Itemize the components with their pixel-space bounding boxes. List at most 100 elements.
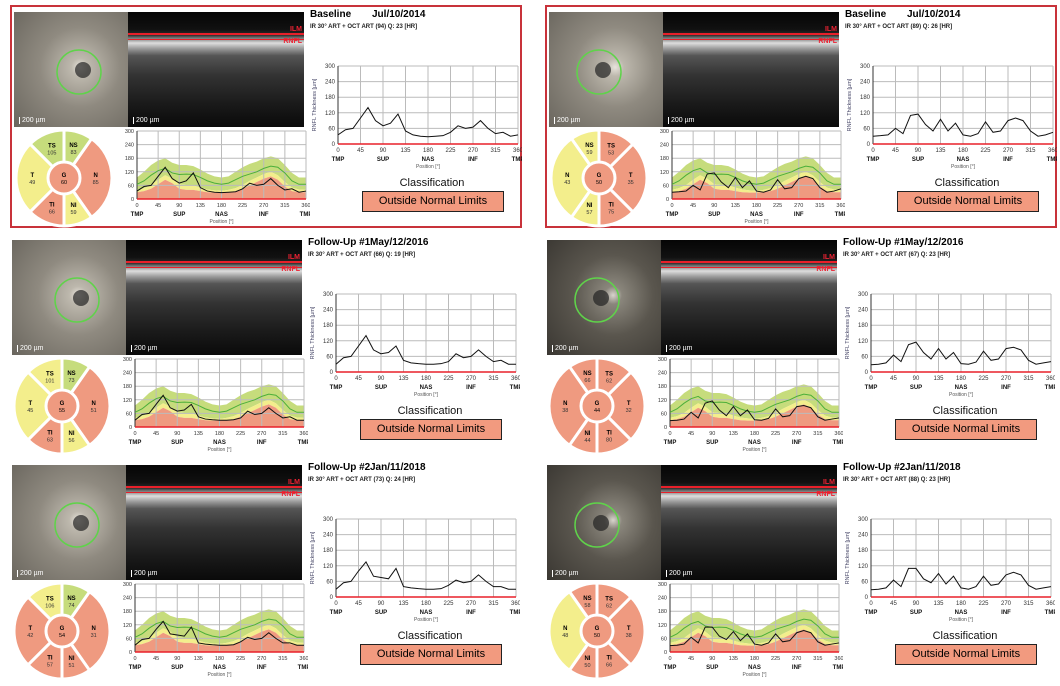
x-tick-label: 45 xyxy=(355,601,362,607)
tsnit-normative-chart: 0 45 90 135 180 225 270 315 360 0 60 120 180 240 300 TM… xyxy=(660,129,845,225)
x-tick-label: 0 xyxy=(133,656,136,662)
x-tick-label: 225 xyxy=(771,656,780,662)
x-tick-label: 315 xyxy=(488,601,499,607)
sector-value: 44 xyxy=(594,408,600,414)
sector-name: N xyxy=(92,626,96,632)
sector-value: 50 xyxy=(596,180,602,186)
exam-title: Baseline xyxy=(845,9,887,20)
y-tick-label: 120 xyxy=(325,111,336,117)
y-tick-label: 60 xyxy=(861,354,868,360)
sector-value: 56 xyxy=(68,438,74,444)
sector-value: 44 xyxy=(584,438,590,444)
region-label: NAS xyxy=(215,212,228,218)
sector-name: TS xyxy=(48,144,56,150)
x-tick-label: 180 xyxy=(421,601,432,607)
x-tick-label: 315 xyxy=(488,376,499,382)
scan-panel-5: 200 µm ILM RNFL 200 µm Follow-Up #2 Jan/11/20… xyxy=(10,460,522,682)
x-tick-label: 270 xyxy=(257,431,266,437)
sector-name: NS xyxy=(583,371,591,377)
x-tick-label: 180 xyxy=(750,431,759,437)
region-label: INF xyxy=(792,665,802,671)
region-label: NAS xyxy=(422,157,435,163)
y-axis-label: RNFL Thickness [µm] xyxy=(312,78,318,131)
y-tick-label: 120 xyxy=(660,170,669,176)
region-label: INF xyxy=(466,385,476,391)
x-tick-label: 180 xyxy=(215,656,224,662)
x-tick-label: 270 xyxy=(1001,376,1012,382)
x-tick-label: 45 xyxy=(890,601,897,607)
scan-circle xyxy=(54,277,100,323)
fundus-image: 200 µm xyxy=(547,465,661,580)
scan-info: IR 30° ART + OCT ART (94) Q: 23 [HR] xyxy=(310,24,418,30)
y-tick-label: 300 xyxy=(125,129,134,135)
y-tick-label: 0 xyxy=(666,197,669,203)
sector-name: NI xyxy=(584,431,590,437)
sector-name: N xyxy=(92,401,96,407)
y-tick-label: 180 xyxy=(123,609,132,615)
x-tick-label: 135 xyxy=(935,148,946,154)
scan-circle xyxy=(576,49,622,95)
x-tick-label: 45 xyxy=(357,148,364,154)
x-tick-label: 0 xyxy=(135,203,138,209)
scale-bar: 200 µm xyxy=(19,117,46,124)
rnfl-thickness-line xyxy=(669,626,840,647)
region-label: TMP xyxy=(664,440,677,446)
region-label: TMP xyxy=(666,212,679,218)
sector-name: T xyxy=(627,401,631,407)
sector-name: TI xyxy=(47,655,53,661)
y-tick-label: 0 xyxy=(664,425,667,431)
rnfl-thickness-chart: 0 45 90 135 180 225 270 315 360 0 60 120 180 240 300 TM… xyxy=(312,64,522,170)
x-tick-label: 270 xyxy=(792,656,801,662)
region-label: NAS xyxy=(213,440,226,446)
scale-bar: 200 µm xyxy=(17,570,44,577)
region-label: NAS xyxy=(957,157,970,163)
classification-label: Classification xyxy=(932,630,998,642)
region-label: SUP xyxy=(706,665,718,671)
region-label: NAS xyxy=(420,385,433,391)
region-label: TMP xyxy=(332,157,345,163)
sector-name: TS xyxy=(46,597,54,603)
rnfl-thickness-line xyxy=(870,567,1052,591)
x-tick-label: 225 xyxy=(443,376,454,382)
x-tick-label: 315 xyxy=(813,656,822,662)
y-tick-label: 120 xyxy=(323,339,334,345)
rnfl-label: RNFL xyxy=(816,266,835,273)
region-label: NAS xyxy=(748,665,761,671)
sector-g: G44 xyxy=(579,388,615,424)
plot-area: 0 45 90 135 180 225 270 315 360 0 60 120 180 240 300 TM… xyxy=(847,64,1057,170)
x-axis-label: Position [°] xyxy=(743,447,768,453)
x-tick-label: 0 xyxy=(133,431,136,437)
sector-t: T45 xyxy=(12,369,65,443)
region-label: NAS xyxy=(955,385,968,391)
sector-value: 57 xyxy=(586,210,592,216)
region-label: TMP xyxy=(300,212,310,218)
region-label: SUP xyxy=(910,385,922,391)
x-axis-label: Position [°] xyxy=(414,617,439,623)
rnfl-label: RNFL xyxy=(283,38,302,45)
x-tick-label: 45 xyxy=(153,656,159,662)
sector-value: 49 xyxy=(29,180,35,186)
tsnit-normative-chart: 0 45 90 135 180 225 270 315 360 0 60 120 180 240 300 TM… xyxy=(123,582,308,678)
region-label: TMP xyxy=(1047,157,1057,163)
y-tick-label: 60 xyxy=(863,126,870,132)
scan-panel-6: 200 µm ILM RNFL 200 µm Follow-Up #2 Jan/11/20… xyxy=(545,460,1057,682)
x-tick-label: 225 xyxy=(773,203,782,209)
region-label: TMP xyxy=(129,440,142,446)
x-tick-label: 0 xyxy=(871,148,875,154)
sector-value: 106 xyxy=(45,604,54,610)
x-tick-label: 135 xyxy=(196,203,205,209)
exam-title: Follow-Up #1 xyxy=(308,237,371,248)
region-label: TMP xyxy=(298,665,308,671)
optic-disc xyxy=(73,515,89,531)
sector-value: 35 xyxy=(628,180,634,186)
sector-name: NI xyxy=(71,203,77,209)
plot-area: 0 45 90 135 180 225 270 315 360 0 60 120 180 240 300 TM… xyxy=(660,129,845,225)
sector-name: T xyxy=(30,173,34,179)
scan-circle xyxy=(574,502,620,548)
x-tick-label: 315 xyxy=(1023,601,1034,607)
sector-value: 50 xyxy=(594,633,600,639)
x-tick-label: 135 xyxy=(400,148,411,154)
normative-mean-line xyxy=(134,393,304,413)
y-tick-label: 180 xyxy=(323,323,334,329)
y-tick-label: 240 xyxy=(658,371,667,377)
